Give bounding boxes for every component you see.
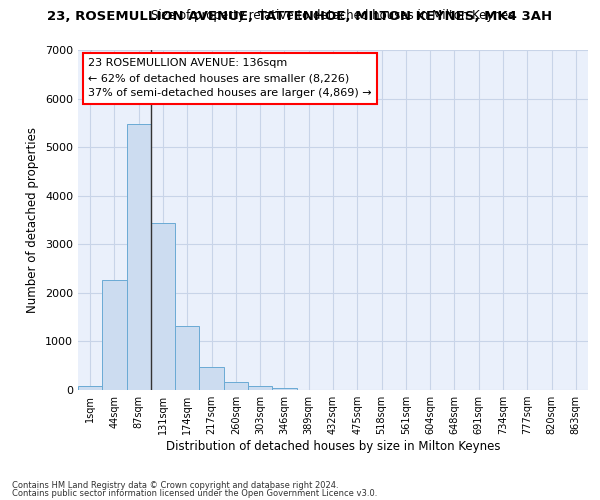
Text: Contains HM Land Registry data © Crown copyright and database right 2024.: Contains HM Land Registry data © Crown c… <box>12 481 338 490</box>
X-axis label: Distribution of detached houses by size in Milton Keynes: Distribution of detached houses by size … <box>166 440 500 453</box>
Bar <box>224 382 248 390</box>
Text: Contains public sector information licensed under the Open Government Licence v3: Contains public sector information licen… <box>12 488 377 498</box>
Bar <box>199 367 224 390</box>
Text: 23 ROSEMULLION AVENUE: 136sqm
← 62% of detached houses are smaller (8,226)
37% o: 23 ROSEMULLION AVENUE: 136sqm ← 62% of d… <box>88 58 372 98</box>
Bar <box>151 224 175 390</box>
Bar <box>248 386 272 390</box>
Bar <box>175 326 199 390</box>
Y-axis label: Number of detached properties: Number of detached properties <box>26 127 40 313</box>
Bar <box>102 280 127 390</box>
Title: Size of property relative to detached houses in Milton Keynes: Size of property relative to detached ho… <box>151 10 515 22</box>
Text: 23, ROSEMULLION AVENUE, TATTENHOE, MILTON KEYNES, MK4 3AH: 23, ROSEMULLION AVENUE, TATTENHOE, MILTO… <box>47 10 553 23</box>
Bar <box>127 124 151 390</box>
Bar <box>272 388 296 390</box>
Bar <box>78 386 102 390</box>
